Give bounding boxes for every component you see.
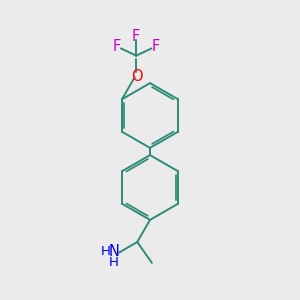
Text: N: N xyxy=(108,244,119,260)
Text: O: O xyxy=(131,68,142,83)
Text: F: F xyxy=(132,28,140,44)
Text: F: F xyxy=(112,39,121,54)
Text: F: F xyxy=(152,39,160,54)
Text: H: H xyxy=(109,256,119,268)
Text: H: H xyxy=(101,245,111,258)
